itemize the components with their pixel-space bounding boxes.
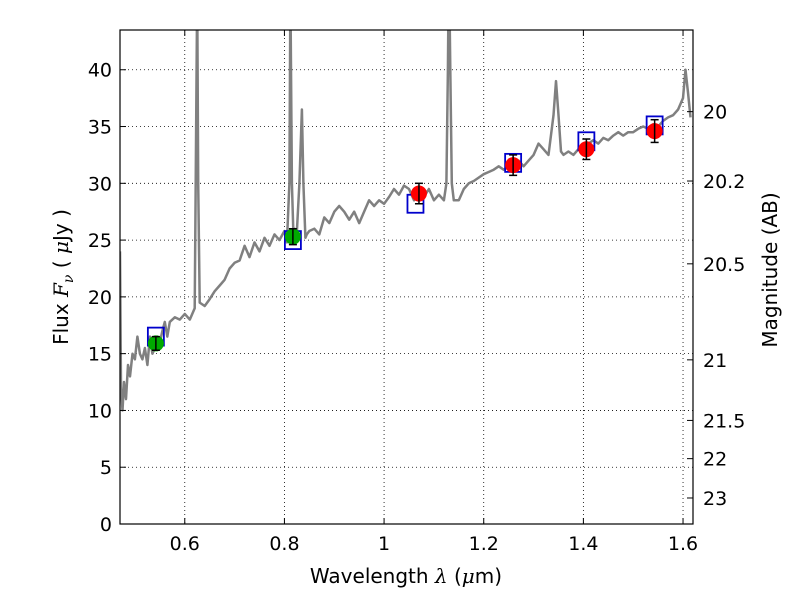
y-tick-label: 35 <box>88 117 112 139</box>
y2-tick-label: 21 <box>703 350 727 372</box>
x-tick-label: 0.6 <box>170 533 200 555</box>
y-tick-label: 40 <box>88 60 112 82</box>
plot-frame <box>119 29 694 525</box>
y-tick-label: 15 <box>88 344 112 366</box>
y-tick-label: 10 <box>88 400 112 422</box>
x-tick-label: 0.8 <box>269 533 299 555</box>
x-tick-label: 1.6 <box>668 533 698 555</box>
y-tick-label: 5 <box>100 457 112 479</box>
y2-tick-label: 20 <box>703 102 727 124</box>
markers <box>146 115 664 352</box>
x-axis: 0.6 0.8 1 1.2 1.4 1.6 <box>170 30 698 555</box>
x-tick-label: 1 <box>378 533 390 555</box>
y-tick-label: 0 <box>100 514 112 536</box>
y-tick-label: 20 <box>88 287 112 309</box>
x-tick-label: 1.4 <box>568 533 598 555</box>
x-tick-label: 1.2 <box>469 533 499 555</box>
y2-tick-label: 20.2 <box>703 171 745 193</box>
y2-tick-label: 21.5 <box>703 410 745 432</box>
y-axis-label: Flux Fν ( μJy ) <box>49 209 77 345</box>
y2-axis-label: Magnitude (AB) <box>758 192 782 347</box>
y-tick-label: 30 <box>88 173 112 195</box>
y-tick-label: 25 <box>88 230 112 252</box>
y2-tick-label: 22 <box>703 449 727 471</box>
y2-axis: 20 20.2 20.5 21 21.5 22 23 <box>687 102 745 510</box>
y2-tick-label: 23 <box>703 488 727 510</box>
y-axis: 0 5 10 15 20 25 30 35 40 <box>88 60 126 536</box>
y2-tick-label: 20.5 <box>703 254 745 276</box>
x-axis-label: Wavelength λ (μm) <box>310 564 502 588</box>
